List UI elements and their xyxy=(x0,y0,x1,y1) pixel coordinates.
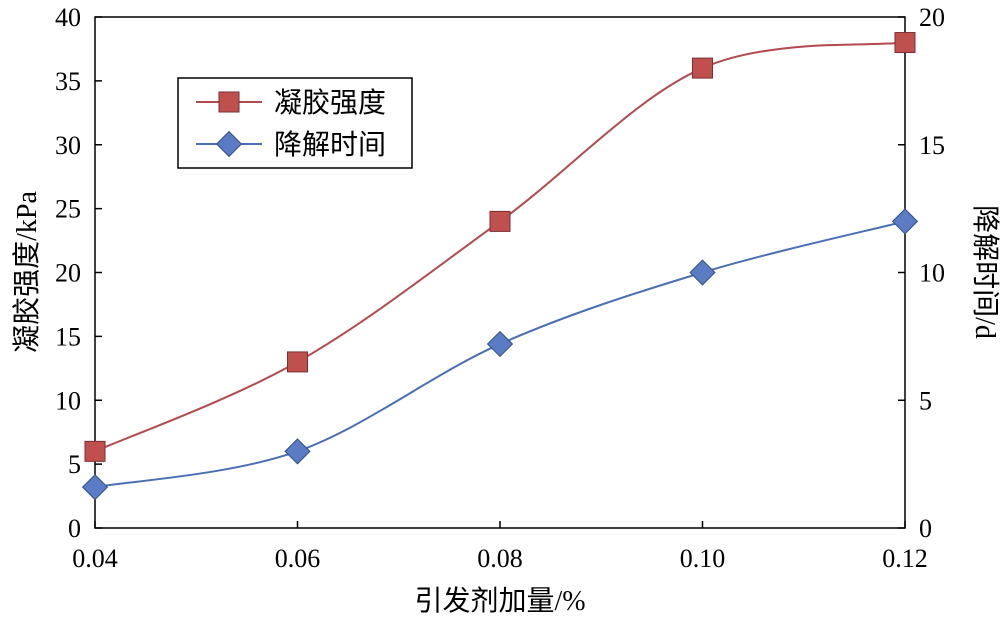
x-axis-title: 引发剂加量/% xyxy=(414,585,585,617)
gel-strength-series xyxy=(84,32,916,462)
left-y-tick-label: 0 xyxy=(68,514,81,543)
x-tick-label: 0.08 xyxy=(477,544,523,573)
legend-marker-degradation-time xyxy=(215,130,243,158)
left-y-axis-title: 凝胶强度/kPa xyxy=(11,191,43,353)
gel-strength-point xyxy=(489,210,511,232)
legend-marker-gel-strength xyxy=(218,91,240,113)
degradation-time-point xyxy=(284,438,311,465)
ticks: 0 5 10 15 20 25 30 35 40 0 5 10 15 20 0.04 0.06 0.08 0.10… xyxy=(55,3,945,573)
degradation-time-point xyxy=(486,330,514,358)
x-tick-label: 0.04 xyxy=(72,544,118,573)
left-y-tick-label: 30 xyxy=(55,131,81,160)
left-y-tick-label: 35 xyxy=(55,67,81,96)
right-y-tick-label: 5 xyxy=(919,386,932,415)
gel-strength-point xyxy=(287,351,308,373)
degradation-time-point xyxy=(81,474,109,501)
gel-strength-point xyxy=(84,440,106,462)
x-tick-label: 0.06 xyxy=(275,544,321,573)
series-layer xyxy=(81,32,919,501)
right-y-tick-label: 10 xyxy=(919,259,945,288)
right-y-tick-label: 15 xyxy=(919,131,945,160)
gel-strength-point xyxy=(894,32,916,54)
legend-label-degradation-time: 降解时间 xyxy=(274,129,386,161)
gel-strength-point xyxy=(692,57,713,79)
right-y-tick-label: 0 xyxy=(919,514,932,543)
left-y-tick-label: 5 xyxy=(68,450,81,479)
degradation-time-series xyxy=(81,208,919,501)
left-y-tick-label: 40 xyxy=(55,3,81,32)
degradation-time-point xyxy=(891,208,919,235)
right-y-axis-title: 降解时间/d xyxy=(969,205,1000,339)
legend-label-gel-strength: 凝胶强度 xyxy=(274,87,386,119)
left-y-tick-label: 25 xyxy=(55,195,81,224)
x-tick-label: 0.10 xyxy=(680,544,726,573)
degradation-time-point xyxy=(689,259,716,286)
left-y-tick-label: 15 xyxy=(55,322,81,351)
left-y-tick-label: 20 xyxy=(55,259,81,288)
right-y-tick-label: 20 xyxy=(919,3,945,32)
x-tick-label: 0.12 xyxy=(882,544,928,573)
left-y-tick-label: 10 xyxy=(55,386,81,415)
legend-box xyxy=(177,77,413,169)
